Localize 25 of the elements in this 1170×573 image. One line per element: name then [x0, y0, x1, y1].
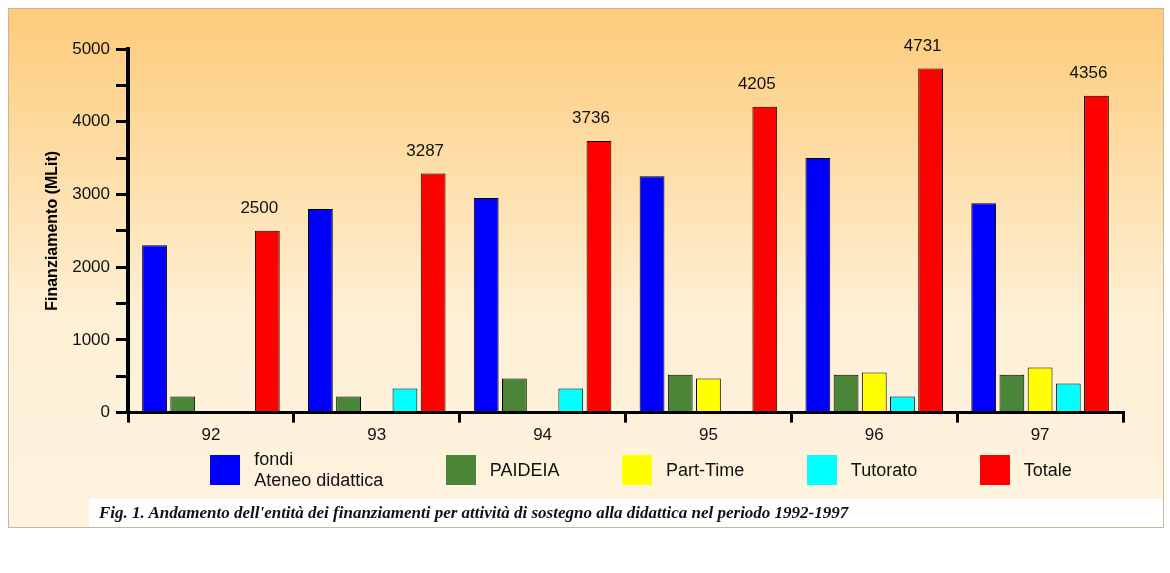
data-label: 3287 — [406, 140, 445, 160]
x-tick-label: 97 — [1030, 425, 1050, 445]
data-label: 4205 — [737, 74, 776, 93]
y-tick-label: 4000 — [72, 111, 111, 131]
legend-label: Part-Time — [666, 459, 745, 481]
data-label: 2500 — [240, 197, 279, 217]
legend-label: Tutorato — [850, 459, 918, 481]
y-tick-label: 0 — [100, 402, 111, 422]
x-tick-label: 94 — [533, 425, 553, 445]
y-axis-title: Finanziamento (MLit) — [43, 150, 61, 311]
caption: Fig. 1. Andamento dell'entità dei finanziamenti per attività di sostegno alla didattica nel periodo 1992-1997 — [89, 499, 1163, 527]
y-tick-label: 1000 — [72, 329, 111, 349]
x-tick-label: 96 — [864, 425, 884, 445]
x-tick-label: 93 — [367, 425, 387, 445]
y-tick-label: 3000 — [72, 184, 111, 204]
data-label: 4731 — [903, 35, 942, 55]
data-label: 3736 — [572, 108, 610, 128]
legend-label: Totale — [1023, 459, 1072, 481]
x-tick-label: 95 — [698, 425, 718, 445]
y-tick-label: 5000 — [72, 38, 111, 58]
data-label: 4356 — [1069, 63, 1108, 83]
y-tick-label: 2000 — [72, 256, 111, 276]
x-tick-label: 92 — [201, 425, 221, 445]
legend-label: fondi Ateneo didattica — [254, 449, 384, 491]
legend-label: PAIDEIA — [489, 459, 560, 481]
